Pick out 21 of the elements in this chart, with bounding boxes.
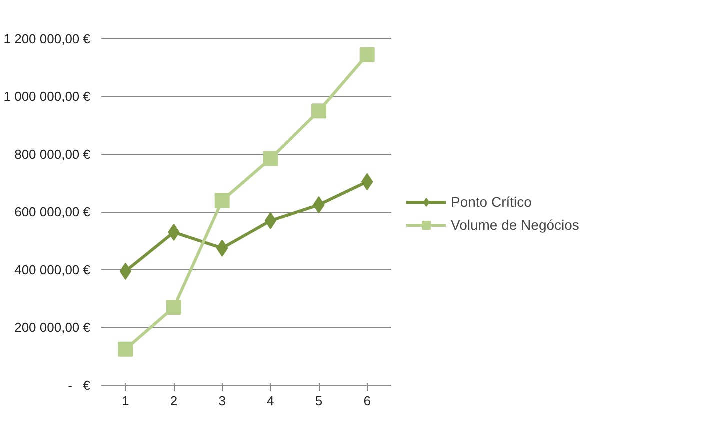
point: [118, 342, 134, 357]
x-tick-label: 6: [364, 394, 371, 408]
y-tick-label: 200 000,00 €: [14, 320, 92, 336]
y-tick-label: 600 000,00 €: [14, 204, 92, 220]
y-tick-label: 800 000,00 €: [14, 146, 92, 162]
point: [312, 104, 326, 119]
y-tick-label: 400 000,00 €: [14, 262, 92, 278]
x-tick-label: 3: [218, 394, 226, 408]
legend-label: Ponto Crítico: [451, 194, 532, 210]
x-tick-label: 4: [267, 394, 274, 408]
point: [166, 300, 182, 316]
y-tick-label: 1 200 000,00 €: [4, 31, 92, 46]
point: [214, 193, 230, 208]
point: [360, 47, 375, 62]
x-tick-label: 1: [122, 394, 130, 408]
x-tick-label: 5: [315, 394, 323, 408]
point: [263, 151, 278, 166]
y-tick-label: 1 000 000,00 €: [4, 89, 92, 104]
x-tick-label: 2: [170, 394, 178, 408]
y-tick-label: - €: [68, 378, 92, 393]
legend-label: Volume de Negócios: [451, 217, 580, 233]
